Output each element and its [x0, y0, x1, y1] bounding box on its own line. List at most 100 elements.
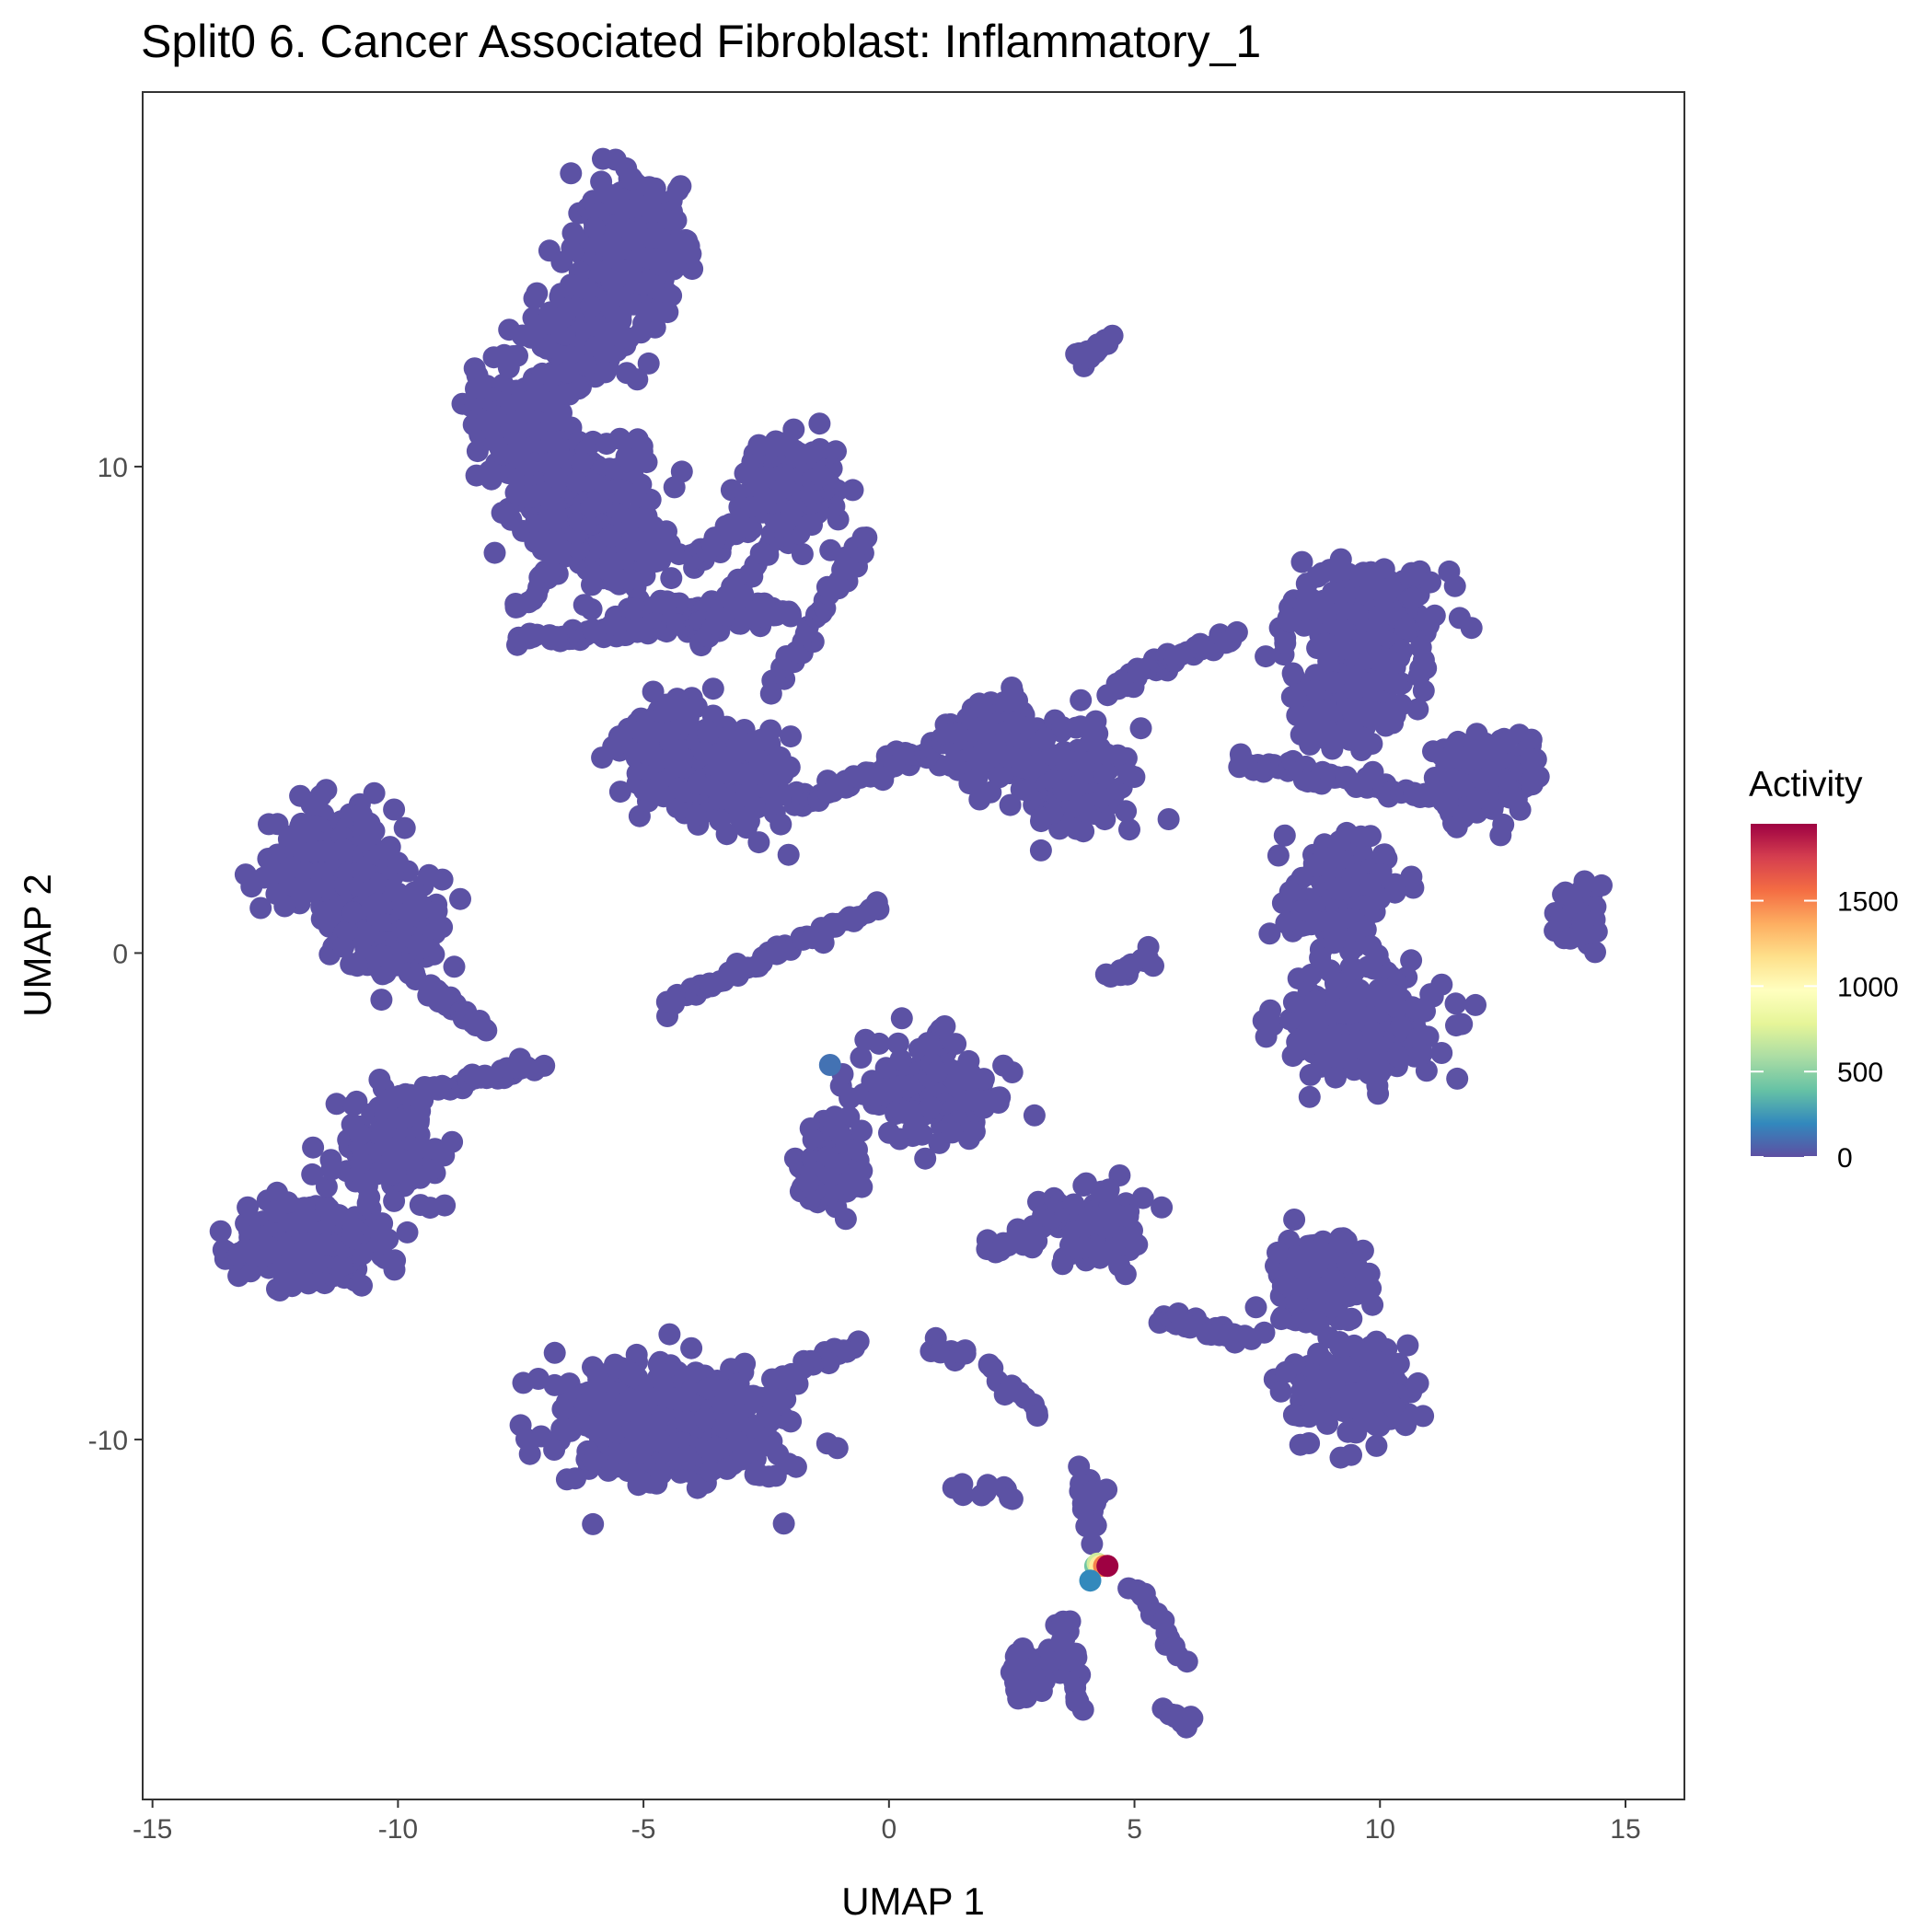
cell-point: [586, 335, 609, 358]
cell-point: [575, 354, 598, 377]
cell-point: [1258, 922, 1281, 945]
cell-point: [369, 1232, 391, 1255]
cell-point: [1410, 1043, 1433, 1066]
cell-point: [1095, 743, 1118, 766]
cell-point: [1286, 704, 1309, 727]
cell-point: [1390, 1015, 1412, 1038]
cell-point: [536, 337, 559, 360]
cell-point: [642, 274, 665, 297]
cell-point: [383, 798, 406, 821]
cell-point: [580, 295, 603, 318]
cell-point: [1252, 1010, 1275, 1032]
cell-point: [637, 247, 660, 270]
cell-point: [715, 1457, 738, 1480]
cell-point: [1267, 1241, 1289, 1264]
cell-point: [701, 677, 724, 700]
cell-point: [826, 1437, 849, 1460]
cell-point: [545, 466, 568, 489]
cell-point: [1310, 699, 1333, 722]
points-layer: [209, 147, 1613, 1739]
cell-point: [1337, 1285, 1360, 1308]
cell-point: [846, 1139, 868, 1161]
cell-point: [1445, 1014, 1467, 1037]
cell-point: [652, 785, 675, 808]
cell-point: [612, 198, 635, 220]
cell-point: [1365, 1330, 1388, 1353]
cell-point: [543, 1341, 566, 1364]
cell-point: [808, 412, 831, 435]
cell-point: [780, 725, 802, 748]
cell-point: [1070, 715, 1092, 738]
cell-point: [1293, 598, 1316, 621]
cell-point: [320, 1158, 343, 1181]
cell-point: [1283, 1209, 1306, 1231]
cell-point: [1001, 687, 1024, 709]
cell-point: [886, 1032, 909, 1055]
cell-point: [658, 1323, 681, 1346]
cell-point: [972, 1068, 995, 1091]
cell-point: [1151, 1196, 1174, 1219]
cell-point: [280, 856, 302, 879]
cell-point: [580, 597, 603, 620]
cell-point: [988, 766, 1011, 789]
cell-point: [669, 175, 692, 198]
cell-point: [599, 525, 622, 548]
cell-point: [1300, 963, 1323, 986]
cell-point: [686, 1476, 709, 1499]
cell-point: [1336, 1420, 1359, 1443]
cell-point: [1108, 1255, 1131, 1278]
cell-point: [1557, 884, 1580, 907]
cell-point: [558, 383, 581, 406]
cell-point: [963, 1120, 986, 1143]
cell-point: [1361, 1293, 1384, 1316]
cell-point: [1278, 1008, 1301, 1031]
cell-point: [319, 902, 342, 925]
cell-point: [1365, 1365, 1388, 1388]
cell-point: [834, 1208, 857, 1231]
cell-point: [503, 411, 526, 434]
cell-point: [547, 438, 570, 460]
cell-point: [1464, 993, 1487, 1016]
cell-point: [535, 532, 558, 555]
cell-point: [1275, 911, 1298, 934]
cell-point: [407, 899, 430, 922]
cell-point: [1299, 1033, 1322, 1056]
cell-point: [483, 541, 506, 564]
cell-point: [675, 1410, 698, 1433]
cell-point: [209, 1220, 232, 1243]
cell-point: [1298, 1309, 1321, 1332]
cell-point: [1336, 1252, 1359, 1275]
cell-point: [1382, 1395, 1405, 1418]
cell-point: [1365, 1434, 1388, 1457]
cell-point: [407, 933, 430, 956]
cell-point: [728, 805, 751, 828]
cell-point: [406, 1164, 429, 1187]
cell-point: [1327, 1395, 1349, 1418]
cell-point: [1001, 1061, 1024, 1083]
cell-point: [1335, 1033, 1358, 1056]
cell-point: [1380, 576, 1402, 599]
cell-point: [1367, 605, 1390, 628]
cell-point: [1416, 609, 1438, 632]
cell-point: [829, 1124, 852, 1146]
cell-point: [1359, 578, 1382, 601]
cell-point: [1298, 1085, 1321, 1108]
cell-point: [661, 1387, 684, 1410]
cell-point: [941, 1121, 964, 1144]
cell-point: [1269, 1380, 1292, 1403]
cell-point: [518, 389, 541, 412]
cell-point: [748, 753, 771, 775]
cell-point: [543, 1373, 566, 1396]
cell-point: [797, 1171, 820, 1194]
cell-point: [791, 543, 814, 565]
cell-point: [1406, 1371, 1429, 1394]
cell-point: [1081, 1533, 1104, 1556]
cell-point: [555, 361, 578, 384]
cell-point: [1084, 1514, 1107, 1537]
cell-point: [1328, 829, 1351, 852]
cell-point: [1051, 716, 1074, 739]
cell-point: [1023, 1104, 1046, 1127]
cell-point: [768, 1392, 791, 1415]
chart-title: Split0 6. Cancer Associated Fibroblast: …: [141, 16, 1261, 67]
cell-point: [596, 235, 618, 258]
